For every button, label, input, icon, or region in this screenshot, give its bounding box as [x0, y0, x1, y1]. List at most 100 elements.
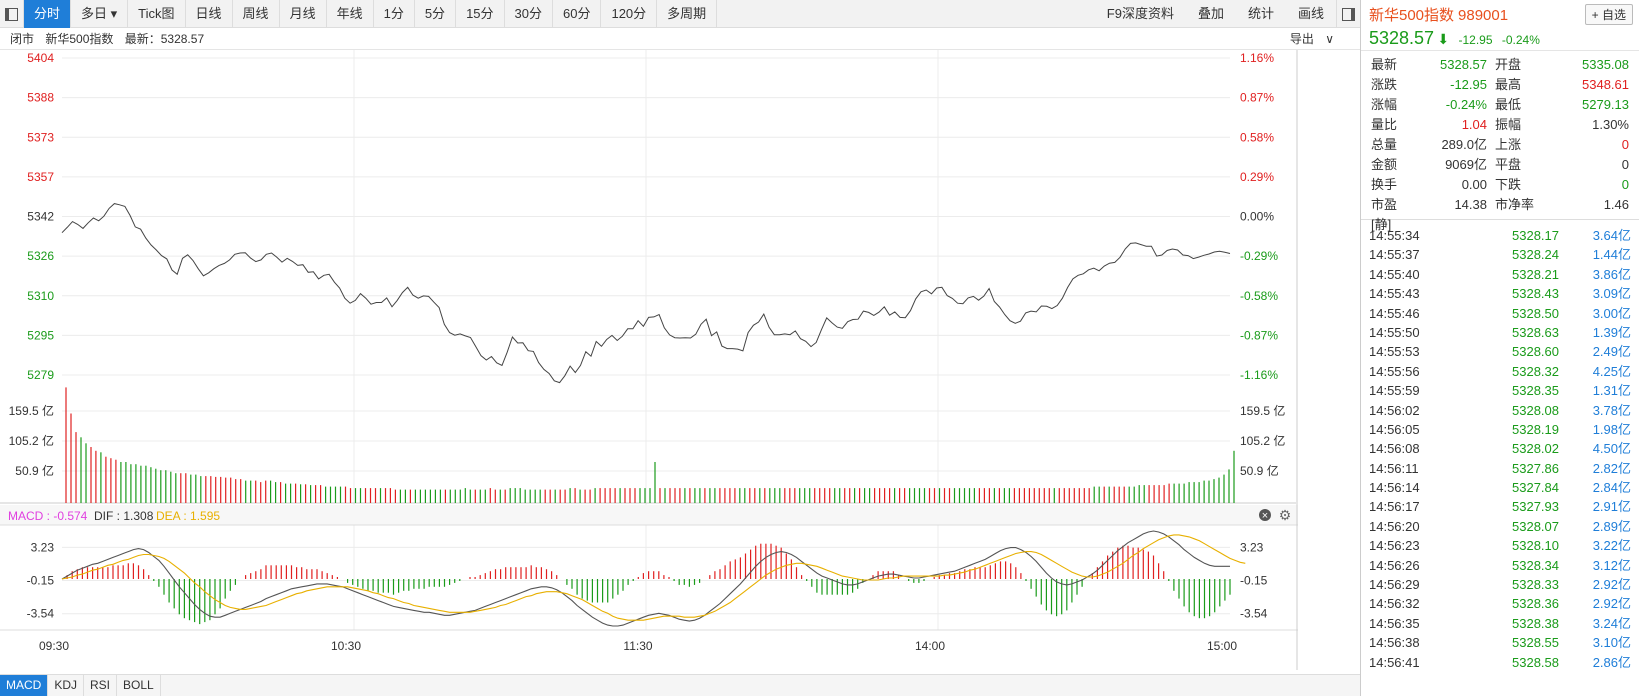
macd-axis-label: -0.15 — [27, 573, 55, 587]
tick-p: 5328.63 — [1512, 324, 1559, 340]
tick-row: 14:55:56 5328.32 4.25亿 — [1361, 362, 1639, 381]
stat-label: 最高 — [1495, 77, 1522, 92]
period-tab[interactable]: 120分 — [601, 0, 658, 28]
tick-v: 3.24亿 — [1592, 615, 1631, 631]
tick-p: 5328.43 — [1512, 286, 1559, 302]
tick-t: 14:55:50 — [1369, 324, 1420, 340]
volume-axis-label: 105.2 亿 — [9, 433, 54, 448]
time-axis-label: 10:30 — [331, 639, 361, 653]
tick-list[interactable]: 14:55:34 5328.17 3.64亿 14:55:37 5328.24 1.44亿… — [1361, 220, 1639, 672]
tick-p: 5328.10 — [1512, 538, 1559, 554]
stat-row: 涨幅 -0.24% 最低 5279.13 — [1361, 95, 1639, 115]
period-tab[interactable]: 月线 — [280, 0, 327, 28]
quote-name: 新华500指数 — [1369, 7, 1455, 24]
pct-axis-label: 0.00% — [1240, 210, 1274, 224]
stat-value: 14.38 — [1454, 197, 1487, 212]
stat-value: -0.24% — [1445, 97, 1487, 112]
tick-p: 5328.34 — [1512, 557, 1559, 573]
period-tab[interactable]: 年线 — [327, 0, 374, 28]
indicator-tab[interactable]: RSI — [84, 675, 118, 696]
price-axis-label: 5326 — [27, 249, 54, 263]
stat-value: 9069亿 — [1445, 157, 1487, 172]
stat-row: 总量 289.0亿 上涨 0 — [1361, 135, 1639, 155]
stat-label: 最新 — [1371, 57, 1398, 72]
export-label: 导出 — [1289, 32, 1314, 46]
period-tab[interactable]: 周线 — [233, 0, 280, 28]
tick-p: 5327.84 — [1512, 480, 1559, 496]
tick-row: 14:56:26 5328.34 3.12亿 — [1361, 556, 1639, 575]
tick-v: 2.92亿 — [1592, 577, 1631, 593]
indicator-tab[interactable]: KDJ — [48, 675, 85, 696]
stat-value: -12.95 — [1450, 77, 1487, 92]
tick-row: 14:56:02 5328.08 3.78亿 — [1361, 401, 1639, 420]
add-favorite-button[interactable]: + 自选 — [1584, 4, 1633, 25]
export-button[interactable]: 导出 ∨ — [1290, 28, 1342, 50]
indicator-tab[interactable]: MACD — [0, 675, 49, 696]
period-tab[interactable]: 5分 — [415, 0, 457, 28]
tick-v: 4.25亿 — [1592, 363, 1631, 379]
stat-label: 上涨 — [1495, 137, 1522, 152]
period-tab[interactable]: Tick图 — [128, 0, 186, 28]
period-tab[interactable]: 分时 — [24, 0, 72, 28]
right-panel-toggle-button[interactable] — [1336, 0, 1360, 28]
stat-label: 涨跌 — [1371, 77, 1398, 92]
tick-t: 14:55:53 — [1369, 344, 1420, 360]
tick-p: 5328.32 — [1512, 363, 1559, 379]
tick-t: 14:56:11 — [1369, 460, 1419, 476]
period-tab[interactable]: 多周期 — [657, 0, 718, 28]
price-axis-label: 5342 — [27, 210, 54, 224]
tick-row: 14:56:05 5328.19 1.98亿 — [1361, 420, 1639, 439]
period-tab[interactable]: 多日 ▾ — [71, 0, 129, 28]
tick-v: 1.31亿 — [1592, 383, 1631, 399]
indicator-tab[interactable]: BOLL — [117, 675, 161, 696]
toolbar-action-button[interactable]: 统计 — [1247, 6, 1274, 21]
tick-p: 5327.86 — [1512, 460, 1559, 476]
period-tab[interactable]: 1分 — [374, 0, 415, 28]
stat-value: 5328.57 — [1440, 57, 1487, 72]
tick-v: 3.64亿 — [1592, 228, 1631, 243]
tick-row: 14:56:17 5327.93 2.91亿 — [1361, 497, 1639, 516]
tick-p: 5328.19 — [1512, 421, 1559, 437]
price-axis-label: 5388 — [27, 91, 54, 105]
macd-axis-label: -0.15 — [1240, 573, 1268, 587]
tick-row: 14:56:14 5327.84 2.84亿 — [1361, 478, 1639, 497]
tick-t: 14:56:29 — [1369, 577, 1420, 593]
stat-label: 量比 — [1371, 117, 1398, 132]
tick-t: 14:55:46 — [1369, 305, 1420, 321]
stat-label: 换手 — [1371, 177, 1398, 192]
close-icon[interactable] — [1259, 509, 1271, 521]
intraday-chart[interactable]: 5404 5388 5373 5357 5342 5326 5310 5295 5279 1.16… — [0, 50, 1360, 670]
toolbar-action-button[interactable]: 画线 — [1297, 6, 1324, 21]
tick-t: 14:55:40 — [1369, 266, 1420, 282]
toolbar-action-button[interactable]: F9深度资料 — [1106, 6, 1174, 21]
stat-label: 开盘 — [1495, 57, 1522, 72]
tick-row: 14:56:35 5328.38 3.24亿 — [1361, 614, 1639, 633]
period-tab[interactable]: 30分 — [505, 0, 553, 28]
tick-p: 5328.24 — [1512, 247, 1559, 263]
chart-info-bar: 闭市 新华500指数 最新：5328.57 导出 ∨ — [0, 28, 1360, 50]
stat-value: 1.30% — [1592, 117, 1629, 132]
tick-v: 3.22亿 — [1592, 538, 1631, 554]
period-tab[interactable]: 15分 — [456, 0, 505, 28]
close-icon: × — [1262, 510, 1268, 522]
left-panel-toggle-button[interactable] — [0, 0, 24, 28]
price-axis-label: 5357 — [27, 170, 54, 184]
arrow-down-icon: ⬇ — [1437, 31, 1450, 47]
tick-t: 14:55:56 — [1369, 363, 1420, 379]
volume-axis-label: 159.5 亿 — [1240, 403, 1285, 418]
gear-icon[interactable]: ⚙ — [1279, 507, 1292, 523]
quote-header: 新华500指数 989001 + 自选 5328.57 ⬇ -12.95 -0.2… — [1361, 0, 1639, 50]
tick-t: 14:56:02 — [1369, 402, 1420, 418]
tick-p: 5328.60 — [1512, 344, 1559, 360]
stat-label: 市净率 — [1495, 197, 1535, 212]
stat-value: 0 — [1621, 177, 1629, 192]
tick-row: 14:56:23 5328.10 3.22亿 — [1361, 536, 1639, 555]
period-tab[interactable]: 日线 — [186, 0, 233, 28]
toolbar-action-button[interactable]: 叠加 — [1197, 6, 1224, 21]
period-tab[interactable]: 60分 — [553, 0, 602, 28]
dea-line — [61, 534, 1246, 621]
tick-v: 4.50亿 — [1592, 441, 1631, 457]
macd-axis-label: -3.54 — [1240, 607, 1268, 621]
chevron-down-icon: ▾ — [107, 6, 118, 21]
tick-v: 2.49亿 — [1592, 344, 1631, 360]
